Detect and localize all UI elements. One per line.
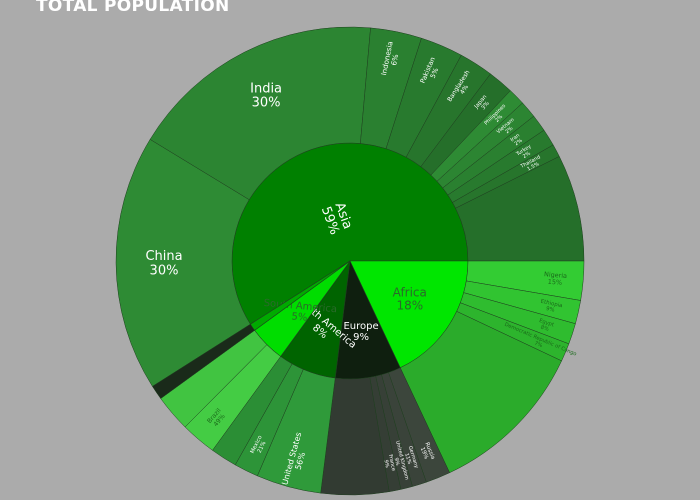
outer-label-france: France9% bbox=[382, 454, 396, 473]
outer-label-egypt: Egypt8% bbox=[536, 318, 554, 334]
inner-label-africa: Africa 18% bbox=[393, 286, 427, 313]
outer-wedge-china[interactable] bbox=[115, 139, 251, 387]
outer-label-iran: Iran2% bbox=[509, 133, 524, 148]
inner-label-europe: Europe 9% bbox=[343, 321, 378, 343]
outer-wedge-india[interactable] bbox=[149, 26, 371, 201]
outer-label-china: China 30% bbox=[145, 249, 182, 278]
outer-label-nigeria: Nigeria15% bbox=[543, 270, 567, 287]
chart-title: TOTAL POPULATION bbox=[36, 0, 230, 16]
outer-label-india: India 30% bbox=[250, 81, 282, 110]
outer-label-ethiopia: Ethiopia9% bbox=[539, 299, 563, 316]
outer-wedge-oceania-all[interactable] bbox=[152, 323, 255, 399]
